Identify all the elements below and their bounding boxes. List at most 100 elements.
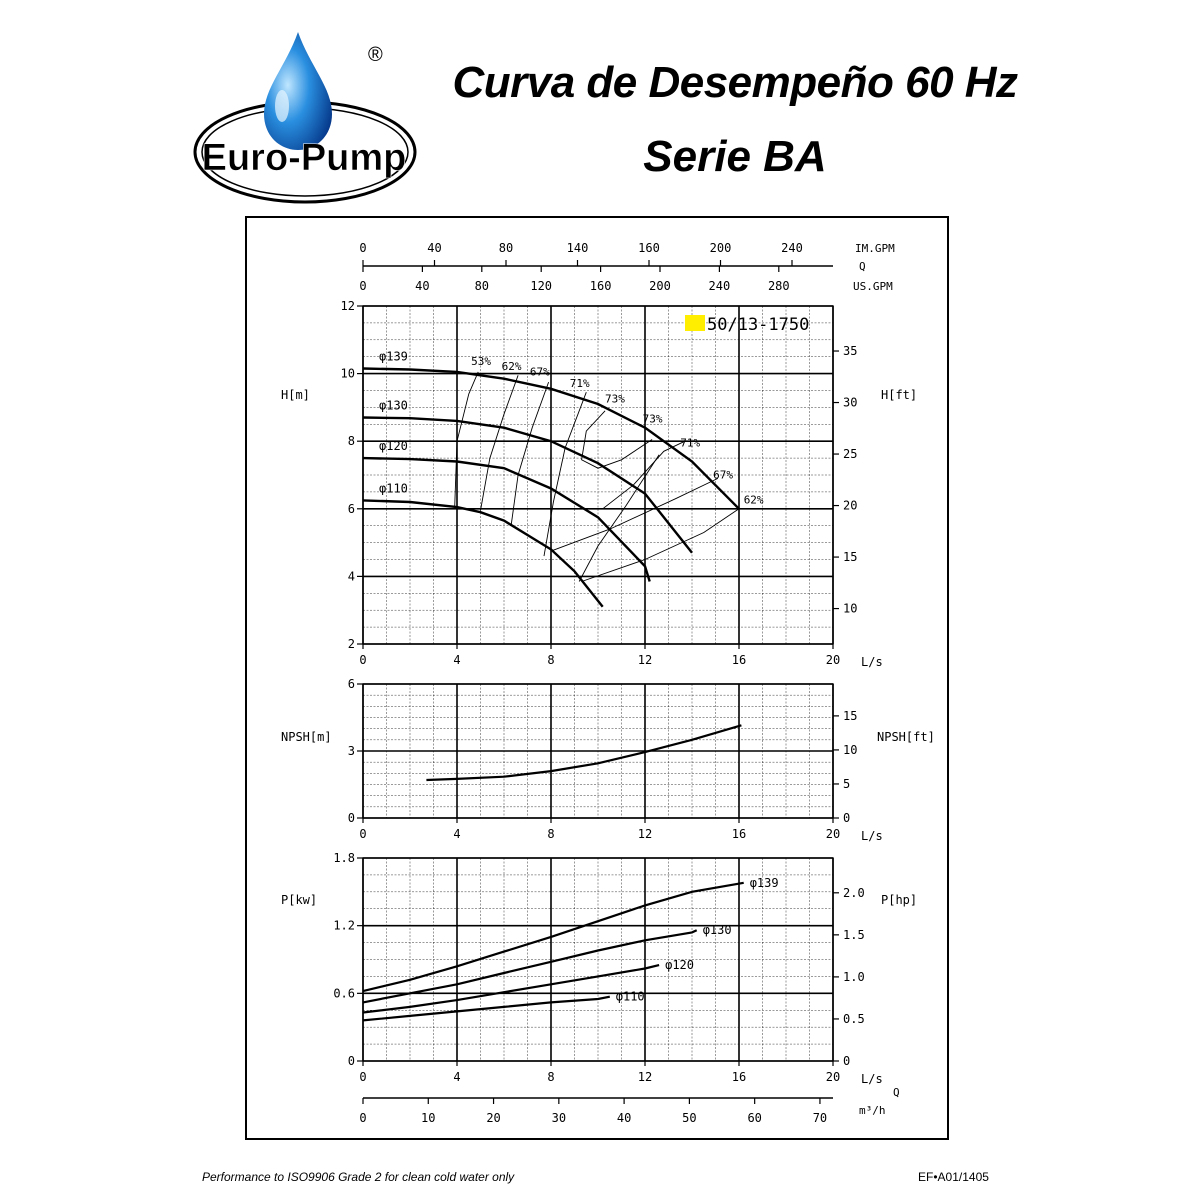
imp-gpm-tick-label: 0 [359, 241, 366, 255]
head-curve [362, 367, 740, 510]
power-curve-label: φ120 [665, 958, 694, 972]
m3h-label: m³/h [859, 1104, 886, 1117]
m3h-tick-label: 30 [552, 1111, 566, 1125]
logo-text: Euro-Pump [202, 137, 407, 179]
efficiency-label: 62% [744, 494, 764, 507]
y-tick-label: 0 [348, 1054, 355, 1068]
x-tick-label: 12 [638, 653, 652, 667]
m3h-tick-label: 0 [359, 1111, 366, 1125]
y-right-tick-label: 35 [843, 344, 857, 358]
y-tick-label: 10 [341, 367, 355, 381]
y-right-tick-label: 0 [843, 811, 850, 825]
imp-gpm-tick-label: 140 [567, 241, 589, 255]
x-tick-label: 16 [732, 1070, 746, 1084]
head-curve-label: φ110 [379, 481, 408, 495]
y-right-tick-label: 15 [843, 709, 857, 723]
us-gpm-tick-label: 0 [359, 279, 366, 293]
x-tick-label: 12 [638, 827, 652, 841]
y-tick-label: 0.6 [333, 986, 355, 1000]
imp-gpm-tick-label: 40 [427, 241, 441, 255]
footer-code: EF•A01/1405 [918, 1170, 989, 1184]
x-tick-label: 16 [732, 653, 746, 667]
efficiency-iso-line [480, 375, 519, 511]
us-gpm-tick-label: 280 [768, 279, 790, 293]
x-tick-label: 8 [547, 653, 554, 667]
q-label-top: Q [859, 260, 866, 273]
y-tick-label: 2 [348, 637, 355, 651]
m3h-tick-label: 60 [747, 1111, 761, 1125]
x-tick-label: 4 [453, 653, 460, 667]
y-right-tick-label: 1.0 [843, 970, 865, 984]
footer-note: Performance to ISO9906 Grade 2 for clean… [202, 1170, 515, 1184]
x-tick-label: 0 [359, 653, 366, 667]
y-tick-label: 1.8 [333, 851, 355, 865]
power-curve [362, 929, 698, 1004]
efficiency-label: 71% [570, 377, 590, 390]
us-gpm-tick-label: 40 [415, 279, 429, 293]
head-ylabel: H[m] [281, 388, 310, 402]
y-right-tick-label: 30 [843, 396, 857, 410]
y-right-tick-label: 0 [843, 1054, 850, 1068]
head-curve [362, 456, 651, 582]
y-tick-label: 8 [348, 434, 355, 448]
power-curve-label: φ130 [703, 923, 732, 937]
pump-curve-panel: 0 40 80 140 160 200 240 0 40 80 120 160 200 240 280 IM.… [245, 216, 949, 1140]
us-gpm-label: US.GPM [853, 280, 893, 293]
power-ylabel-right: P[hp] [881, 893, 917, 907]
y-right-tick-label: 10 [843, 743, 857, 757]
power-ylabel: P[kw] [281, 893, 317, 907]
y-right-tick-label: 20 [843, 499, 857, 513]
power-grid-frame [362, 857, 834, 1062]
efficiency-label: 71% [680, 436, 700, 449]
y-tick-label: 6 [348, 677, 355, 691]
m3h-tick-label: 20 [486, 1111, 500, 1125]
efficiency-iso-line [578, 454, 660, 582]
efficiency-label: 73% [643, 413, 663, 426]
q-label-bottom: Q [893, 1086, 900, 1099]
efficiency-label: 67% [713, 468, 733, 481]
y-right-tick-label: 2.0 [843, 886, 865, 900]
npsh-curve [426, 724, 742, 782]
registered-mark: ® [368, 44, 383, 66]
x-axis-label: L/s [861, 829, 883, 843]
efficiency-label: 62% [502, 360, 522, 373]
head-grid-frame [362, 305, 834, 645]
efficiency-label: 73% [605, 392, 625, 405]
x-tick-label: 16 [732, 827, 746, 841]
x-axis-label: L/s [861, 655, 883, 669]
x-tick-label: 0 [359, 827, 366, 841]
y-tick-label: 6 [348, 502, 355, 516]
efficiency-label: 53% [471, 355, 491, 368]
head-curve [362, 416, 693, 554]
head-curve [362, 499, 604, 608]
x-tick-label: 20 [826, 1070, 840, 1084]
imp-gpm-label: IM.GPM [855, 242, 895, 255]
imp-gpm-tick-label: 200 [710, 241, 732, 255]
y-right-tick-label: 10 [843, 602, 857, 616]
y-right-tick-label: 5 [843, 777, 850, 791]
page-title: Curva de Desempeño 60 Hz [452, 58, 1018, 107]
m3h-tick-label: 50 [682, 1111, 696, 1125]
head-ylabel-right: H[ft] [881, 388, 917, 402]
imp-gpm-tick-label: 160 [638, 241, 660, 255]
imp-gpm-tick-label: 240 [781, 241, 803, 255]
x-tick-label: 8 [547, 827, 554, 841]
y-right-tick-label: 25 [843, 447, 857, 461]
efficiency-iso-line [543, 392, 587, 557]
x-tick-label: 0 [359, 1070, 366, 1084]
euro-pump-logo: Euro-Pump [190, 28, 420, 206]
efficiency-iso-line [581, 508, 740, 582]
model-highlight [685, 315, 705, 331]
imp-gpm-tick-label: 80 [499, 241, 513, 255]
m3h-tick-label: 10 [421, 1111, 435, 1125]
power-curve [362, 881, 744, 993]
npsh-ylabel: NPSH[m] [281, 730, 332, 744]
us-gpm-tick-label: 200 [649, 279, 671, 293]
efficiency-iso-loop [581, 410, 653, 469]
model-label: 50/13-1750 [707, 315, 809, 335]
x-tick-label: 8 [547, 1070, 554, 1084]
x-tick-label: 12 [638, 1070, 652, 1084]
y-right-tick-label: 0.5 [843, 1012, 865, 1026]
page-subtitle: Serie BA [643, 132, 827, 181]
